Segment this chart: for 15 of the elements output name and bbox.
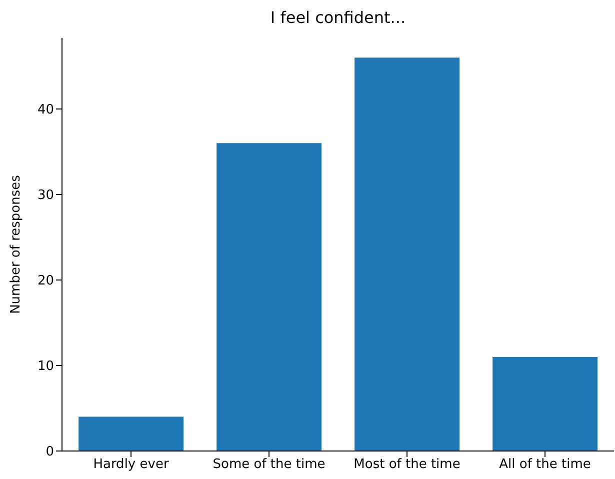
bar bbox=[216, 143, 322, 451]
y-axis-title: Number of responses bbox=[8, 174, 24, 314]
x-tick-label: All of the time bbox=[499, 457, 591, 472]
y-tick-label: 30 bbox=[37, 188, 54, 204]
x-tick-label: Hardly ever bbox=[93, 457, 170, 472]
y-tick-label: 10 bbox=[37, 359, 54, 374]
y-tick-label: 20 bbox=[37, 274, 54, 289]
chart-title: I feel confident... bbox=[269, 8, 407, 27]
bar bbox=[78, 416, 184, 451]
x-tick-label: Some of the time bbox=[212, 457, 326, 472]
x-tick-label: Most of the time bbox=[354, 457, 460, 472]
y-tick-label: 40 bbox=[37, 102, 54, 118]
bar bbox=[354, 58, 460, 451]
bar bbox=[492, 356, 598, 451]
y-tick-label: 0 bbox=[46, 444, 54, 460]
